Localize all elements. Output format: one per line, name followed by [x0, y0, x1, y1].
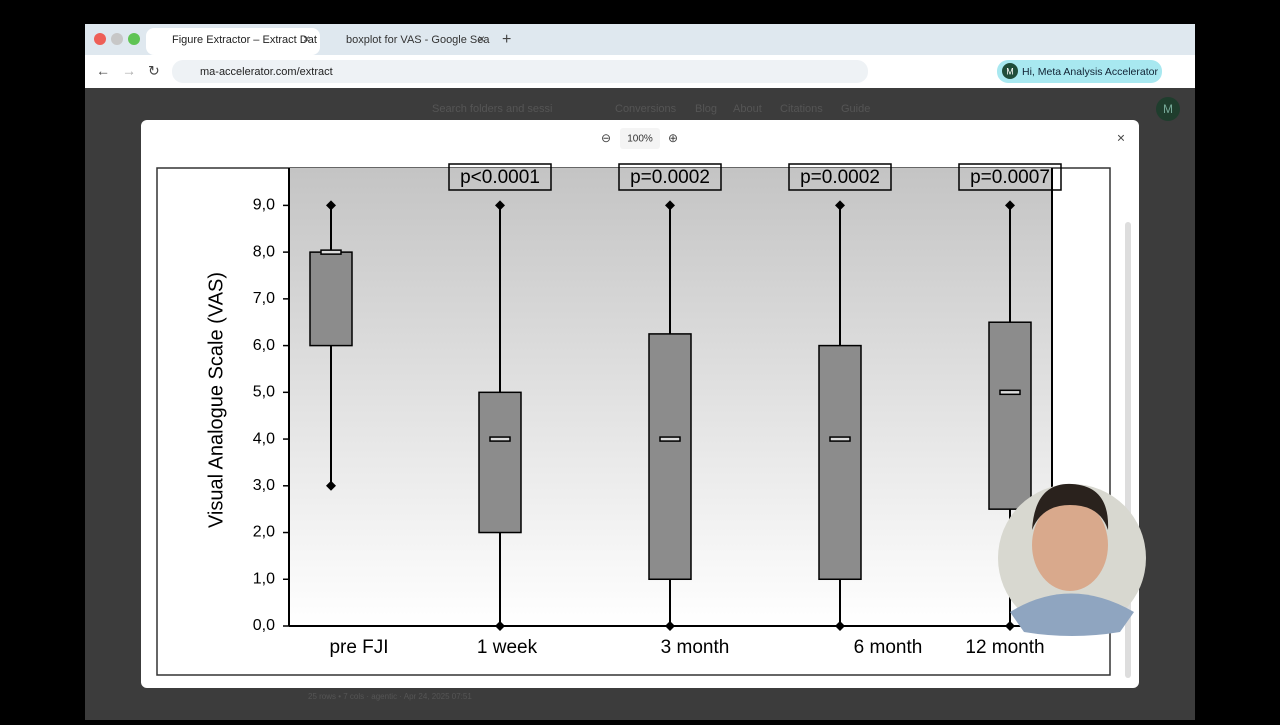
p-value-box: [958, 163, 1062, 191]
y-axis-label: Visual Analogue Scale (VAS): [205, 272, 227, 528]
nav-link: Guide: [841, 103, 870, 115]
p-value-box: [788, 163, 892, 191]
median: [659, 436, 681, 442]
webcam-face: [1032, 499, 1108, 591]
nav-link: About: [733, 103, 762, 115]
x-tick-label: 6 month: [854, 637, 923, 658]
footer: 25 rows • 7 cols · agentic · Apr 24, 202…: [308, 692, 472, 701]
median: [999, 389, 1021, 396]
profile-initial: M: [1006, 66, 1014, 76]
x-tick-label: 1 week: [477, 637, 538, 658]
box: [988, 321, 1032, 510]
modal-close[interactable]: ×: [1117, 130, 1125, 146]
search: Search folders and sessi: [432, 103, 552, 115]
zoom-in[interactable]: ⊕: [668, 131, 678, 145]
avatar[interactable]: [1156, 97, 1180, 121]
whisker-end: [1005, 200, 1015, 211]
whisker-end: [495, 200, 505, 211]
y-tick-label: 3,0: [253, 477, 275, 494]
new-tab[interactable]: +: [502, 31, 511, 48]
p-value: p=0.0002: [800, 167, 880, 188]
median: [829, 436, 851, 442]
profile-chip[interactable]: [997, 60, 1162, 83]
tab-close[interactable]: ×: [478, 32, 485, 46]
profile-label: Hi, Meta Analysis Accelerator: [1022, 66, 1158, 78]
whisker-end: [326, 200, 336, 211]
y-tick-label: 9,0: [253, 197, 275, 214]
y-tick-label: 8,0: [253, 243, 275, 260]
whisker-end: [665, 200, 675, 211]
p-value: p=0.0007: [970, 167, 1050, 188]
zoom-level: 100%: [627, 134, 653, 145]
avatar-initial: M: [1163, 102, 1173, 116]
min-dot[interactable]: [111, 33, 123, 45]
y-tick-label: 2,0: [253, 524, 275, 541]
whisker-end: [326, 480, 336, 491]
close-dot[interactable]: [94, 33, 106, 45]
reload[interactable]: ↻: [148, 63, 160, 79]
x-tick-label: pre FJI: [329, 637, 388, 658]
tab-close[interactable]: ×: [303, 32, 310, 46]
profile-avatar: [1002, 63, 1018, 79]
y-tick-label: 1,0: [253, 570, 275, 587]
max-dot[interactable]: [128, 33, 140, 45]
nav-link: Conversions: [615, 103, 677, 115]
x-tick-label: 12 month: [965, 637, 1044, 658]
nav: Conversions Blog About Citations Guide: [615, 103, 870, 115]
p-value: p=0.0002: [630, 167, 710, 188]
y-tick-label: 5,0: [253, 384, 275, 401]
url: ma-accelerator.com/extract: [200, 66, 333, 78]
y-tick-label: 7,0: [253, 290, 275, 307]
median: [489, 436, 511, 442]
box: [478, 391, 522, 534]
forward[interactable]: →: [122, 63, 136, 79]
whisker-end: [835, 200, 845, 211]
back[interactable]: ←: [96, 63, 110, 79]
nav-link: Citations: [780, 103, 823, 115]
webcam-hair: [1032, 483, 1109, 530]
address-bar[interactable]: [172, 60, 868, 83]
box: [309, 251, 353, 347]
tab-title[interactable]: boxplot for VAS - Google Sea: [346, 34, 490, 46]
box: [818, 344, 862, 581]
y-tick-label: 6,0: [253, 337, 275, 354]
box: [648, 333, 692, 581]
p-value: p<0.0001: [460, 167, 540, 188]
y-tick-label: 4,0: [253, 430, 275, 447]
y-tick-label: 0,0: [253, 617, 275, 634]
zoom-box: [620, 128, 660, 149]
zoom-out[interactable]: ⊖: [601, 131, 611, 145]
p-value-box: [448, 163, 552, 191]
nav-link: Blog: [695, 103, 717, 115]
webcam-shirt: [1010, 593, 1134, 636]
median: [320, 249, 342, 255]
tab-active[interactable]: [146, 28, 320, 55]
x-tick-label: 3 month: [661, 637, 730, 658]
p-value-box: [618, 163, 722, 191]
tab-title: Figure Extractor – Extract Dat: [172, 34, 317, 46]
